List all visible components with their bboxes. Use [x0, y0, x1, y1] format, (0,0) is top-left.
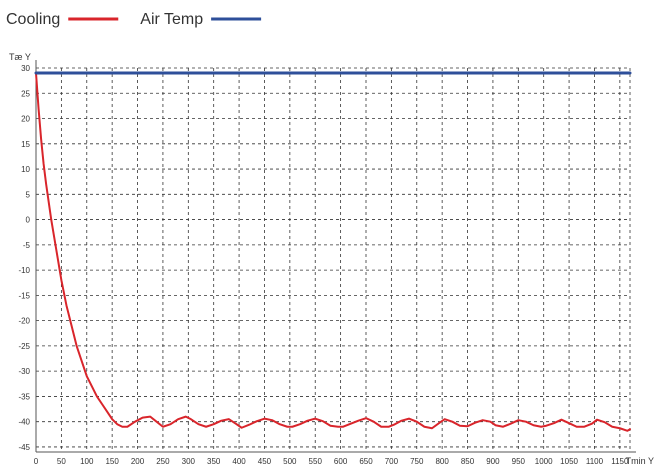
x-tick-label: 200 — [131, 457, 145, 466]
x-tick-label: 1000 — [535, 457, 553, 466]
axis-labels: 0 50 100 150 200 250 300 350 400 450 500 550 600 650 7… — [9, 52, 654, 466]
x-tick-label: 150 — [105, 457, 119, 466]
x-tick-label: 500 — [283, 457, 297, 466]
y-tick-label: -5 — [23, 241, 31, 250]
x-tick-label: 550 — [309, 457, 323, 466]
x-tick-label: 0 — [34, 457, 39, 466]
x-tick-label: 700 — [385, 457, 399, 466]
series-layer — [34, 71, 632, 432]
axes — [35, 60, 636, 453]
y-tick-label: -25 — [18, 342, 30, 351]
x-tick-label: 350 — [207, 457, 221, 466]
y-tick-label: 30 — [21, 64, 30, 73]
y-tick-label: -35 — [18, 392, 30, 401]
grid — [36, 67, 631, 452]
x-tick-label: 100 — [80, 457, 94, 466]
x-tick-label: 450 — [258, 457, 272, 466]
x-tick-label: 50 — [57, 457, 66, 466]
y-tick-label: -20 — [18, 317, 30, 326]
x-axis-label: Tmin Y — [626, 456, 654, 466]
x-tick-label: 900 — [486, 457, 500, 466]
y-tick-label: -40 — [18, 418, 30, 427]
y-axis-label: Tæ Y — [9, 52, 31, 62]
y-tick-label: -10 — [18, 266, 30, 275]
y-tick-label: 20 — [21, 115, 30, 124]
y-tick-label: -30 — [18, 367, 30, 376]
y-tick-label: -15 — [18, 291, 30, 300]
y-tick-label: 5 — [26, 190, 31, 199]
x-tick-label: 1150 — [611, 457, 629, 466]
x-tick-label: 400 — [232, 457, 246, 466]
y-tick-label: 0 — [26, 216, 31, 225]
y-tick-label: 15 — [21, 140, 30, 149]
x-tick-label: 1050 — [560, 457, 578, 466]
x-tick-label: 300 — [182, 457, 196, 466]
x-tick-label: 950 — [512, 457, 526, 466]
x-tick-label: 250 — [156, 457, 170, 466]
x-tick-label: 1100 — [586, 457, 604, 466]
y-tick-label: -45 — [18, 443, 30, 452]
x-tick-label: 650 — [359, 457, 373, 466]
legend-label: Cooling — [6, 11, 60, 28]
x-tick-label: 750 — [410, 457, 424, 466]
y-tick-label: 25 — [21, 89, 30, 98]
legend: Cooling Air Temp — [6, 11, 262, 28]
x-tick-label: 850 — [461, 457, 475, 466]
x-tick-label: 800 — [435, 457, 449, 466]
legend-label: Air Temp — [140, 11, 203, 28]
series-line-cooling — [35, 72, 631, 432]
y-tick-label: 10 — [21, 165, 30, 174]
x-tick-label: 600 — [334, 457, 348, 466]
